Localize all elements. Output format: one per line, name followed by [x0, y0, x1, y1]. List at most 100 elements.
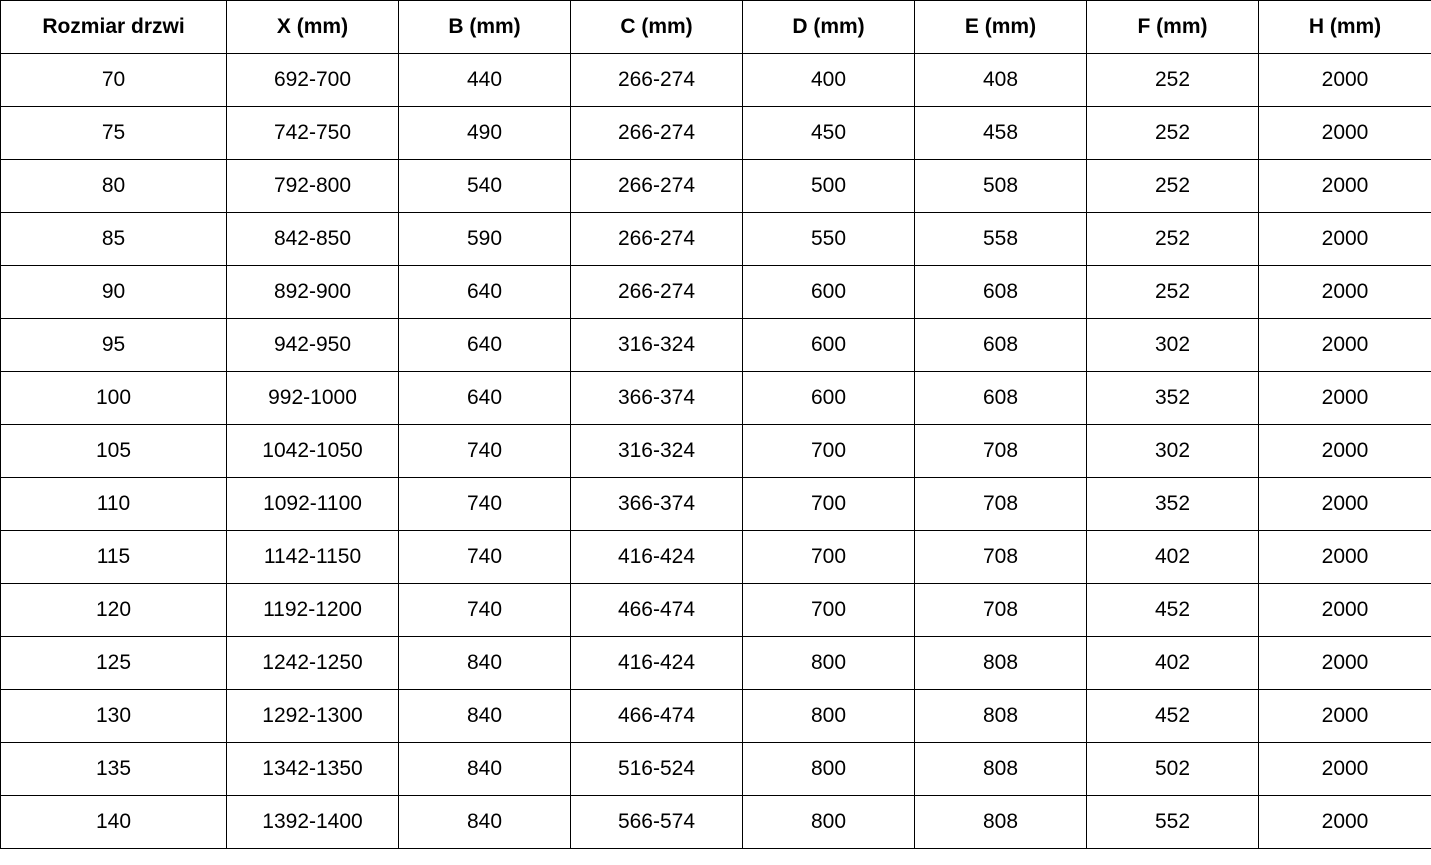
table-row: 75 742-750 490 266-274 450 458 252 2000 — [0, 106, 1431, 160]
table-cell: 110 — [0, 477, 227, 531]
table-cell: 2000 — [1258, 106, 1431, 160]
table-cell: 600 — [742, 371, 915, 425]
table-body: 70 692-700 440 266-274 400 408 252 2000 75 742-75… — [0, 53, 1431, 849]
column-header: F (mm) — [1086, 0, 1259, 54]
table-cell: 700 — [742, 583, 915, 637]
table-row: 105 1042-1050 740 316-324 700 708 302 2000 — [0, 424, 1431, 478]
column-header: C (mm) — [570, 0, 743, 54]
table-cell: 558 — [914, 212, 1087, 266]
table-cell: 85 — [0, 212, 227, 266]
table-cell: 516-524 — [570, 742, 743, 796]
table-row: 140 1392-1400 840 566-574 800 808 552 2000 — [0, 795, 1431, 849]
table-cell: 500 — [742, 159, 915, 213]
column-header: H (mm) — [1258, 0, 1431, 54]
table-cell: 800 — [742, 795, 915, 849]
table-cell: 840 — [398, 742, 571, 796]
table-cell: 600 — [742, 265, 915, 319]
table-cell: 105 — [0, 424, 227, 478]
table-cell: 700 — [742, 424, 915, 478]
table-cell: 402 — [1086, 530, 1259, 584]
header-row: Rozmiar drzwi X (mm) B (mm) C (mm) D (mm) E (… — [0, 0, 1431, 54]
table-cell: 2000 — [1258, 424, 1431, 478]
table-cell: 566-574 — [570, 795, 743, 849]
table-cell: 266-274 — [570, 212, 743, 266]
table-cell: 416-424 — [570, 530, 743, 584]
table-row: 115 1142-1150 740 416-424 700 708 402 2000 — [0, 530, 1431, 584]
table-cell: 130 — [0, 689, 227, 743]
table-cell: 266-274 — [570, 106, 743, 160]
table-cell: 140 — [0, 795, 227, 849]
table-cell: 352 — [1086, 371, 1259, 425]
table-cell: 800 — [742, 689, 915, 743]
table-cell: 840 — [398, 636, 571, 690]
table-cell: 1042-1050 — [226, 424, 399, 478]
table-cell: 266-274 — [570, 265, 743, 319]
table-cell: 75 — [0, 106, 227, 160]
table-cell: 2000 — [1258, 265, 1431, 319]
table-cell: 540 — [398, 159, 571, 213]
table-cell: 640 — [398, 371, 571, 425]
table-cell: 452 — [1086, 583, 1259, 637]
table-row: 70 692-700 440 266-274 400 408 252 2000 — [0, 53, 1431, 107]
table-cell: 352 — [1086, 477, 1259, 531]
table-cell: 708 — [914, 583, 1087, 637]
table-cell: 552 — [1086, 795, 1259, 849]
column-header: D (mm) — [742, 0, 915, 54]
table-cell: 316-324 — [570, 424, 743, 478]
table-cell: 508 — [914, 159, 1087, 213]
table-cell: 135 — [0, 742, 227, 796]
table-cell: 740 — [398, 583, 571, 637]
table-cell: 808 — [914, 689, 1087, 743]
table-cell: 2000 — [1258, 318, 1431, 372]
table-cell: 700 — [742, 477, 915, 531]
table-cell: 1342-1350 — [226, 742, 399, 796]
table-cell: 452 — [1086, 689, 1259, 743]
table-cell: 302 — [1086, 424, 1259, 478]
table-cell: 2000 — [1258, 212, 1431, 266]
table-cell: 708 — [914, 530, 1087, 584]
table-row: 110 1092-1100 740 366-374 700 708 352 2000 — [0, 477, 1431, 531]
table-cell: 70 — [0, 53, 227, 107]
table-row: 100 992-1000 640 366-374 600 608 352 2000 — [0, 371, 1431, 425]
table-cell: 120 — [0, 583, 227, 637]
table-cell: 416-424 — [570, 636, 743, 690]
table-row: 95 942-950 640 316-324 600 608 302 2000 — [0, 318, 1431, 372]
table-cell: 2000 — [1258, 477, 1431, 531]
table-cell: 1092-1100 — [226, 477, 399, 531]
table-cell: 740 — [398, 477, 571, 531]
table-cell: 640 — [398, 318, 571, 372]
column-header: Rozmiar drzwi — [0, 0, 227, 54]
table-cell: 2000 — [1258, 371, 1431, 425]
table-cell: 2000 — [1258, 583, 1431, 637]
table-row: 90 892-900 640 266-274 600 608 252 2000 — [0, 265, 1431, 319]
table-cell: 550 — [742, 212, 915, 266]
table-cell: 742-750 — [226, 106, 399, 160]
table-cell: 708 — [914, 424, 1087, 478]
table-cell: 90 — [0, 265, 227, 319]
table-cell: 2000 — [1258, 159, 1431, 213]
table-cell: 840 — [398, 795, 571, 849]
table-cell: 740 — [398, 530, 571, 584]
table-cell: 2000 — [1258, 742, 1431, 796]
table-cell: 95 — [0, 318, 227, 372]
table-cell: 808 — [914, 636, 1087, 690]
table-cell: 490 — [398, 106, 571, 160]
table-cell: 450 — [742, 106, 915, 160]
table-cell: 2000 — [1258, 530, 1431, 584]
table-cell: 992-1000 — [226, 371, 399, 425]
table-cell: 458 — [914, 106, 1087, 160]
table-cell: 366-374 — [570, 371, 743, 425]
table-cell: 2000 — [1258, 53, 1431, 107]
table-cell: 440 — [398, 53, 571, 107]
table-cell: 252 — [1086, 212, 1259, 266]
table-cell: 2000 — [1258, 795, 1431, 849]
table-cell: 252 — [1086, 265, 1259, 319]
table-cell: 400 — [742, 53, 915, 107]
table-cell: 608 — [914, 371, 1087, 425]
table-cell: 366-374 — [570, 477, 743, 531]
table-cell: 808 — [914, 742, 1087, 796]
table-cell: 252 — [1086, 53, 1259, 107]
table-cell: 792-800 — [226, 159, 399, 213]
table-cell: 2000 — [1258, 636, 1431, 690]
table-cell: 1292-1300 — [226, 689, 399, 743]
